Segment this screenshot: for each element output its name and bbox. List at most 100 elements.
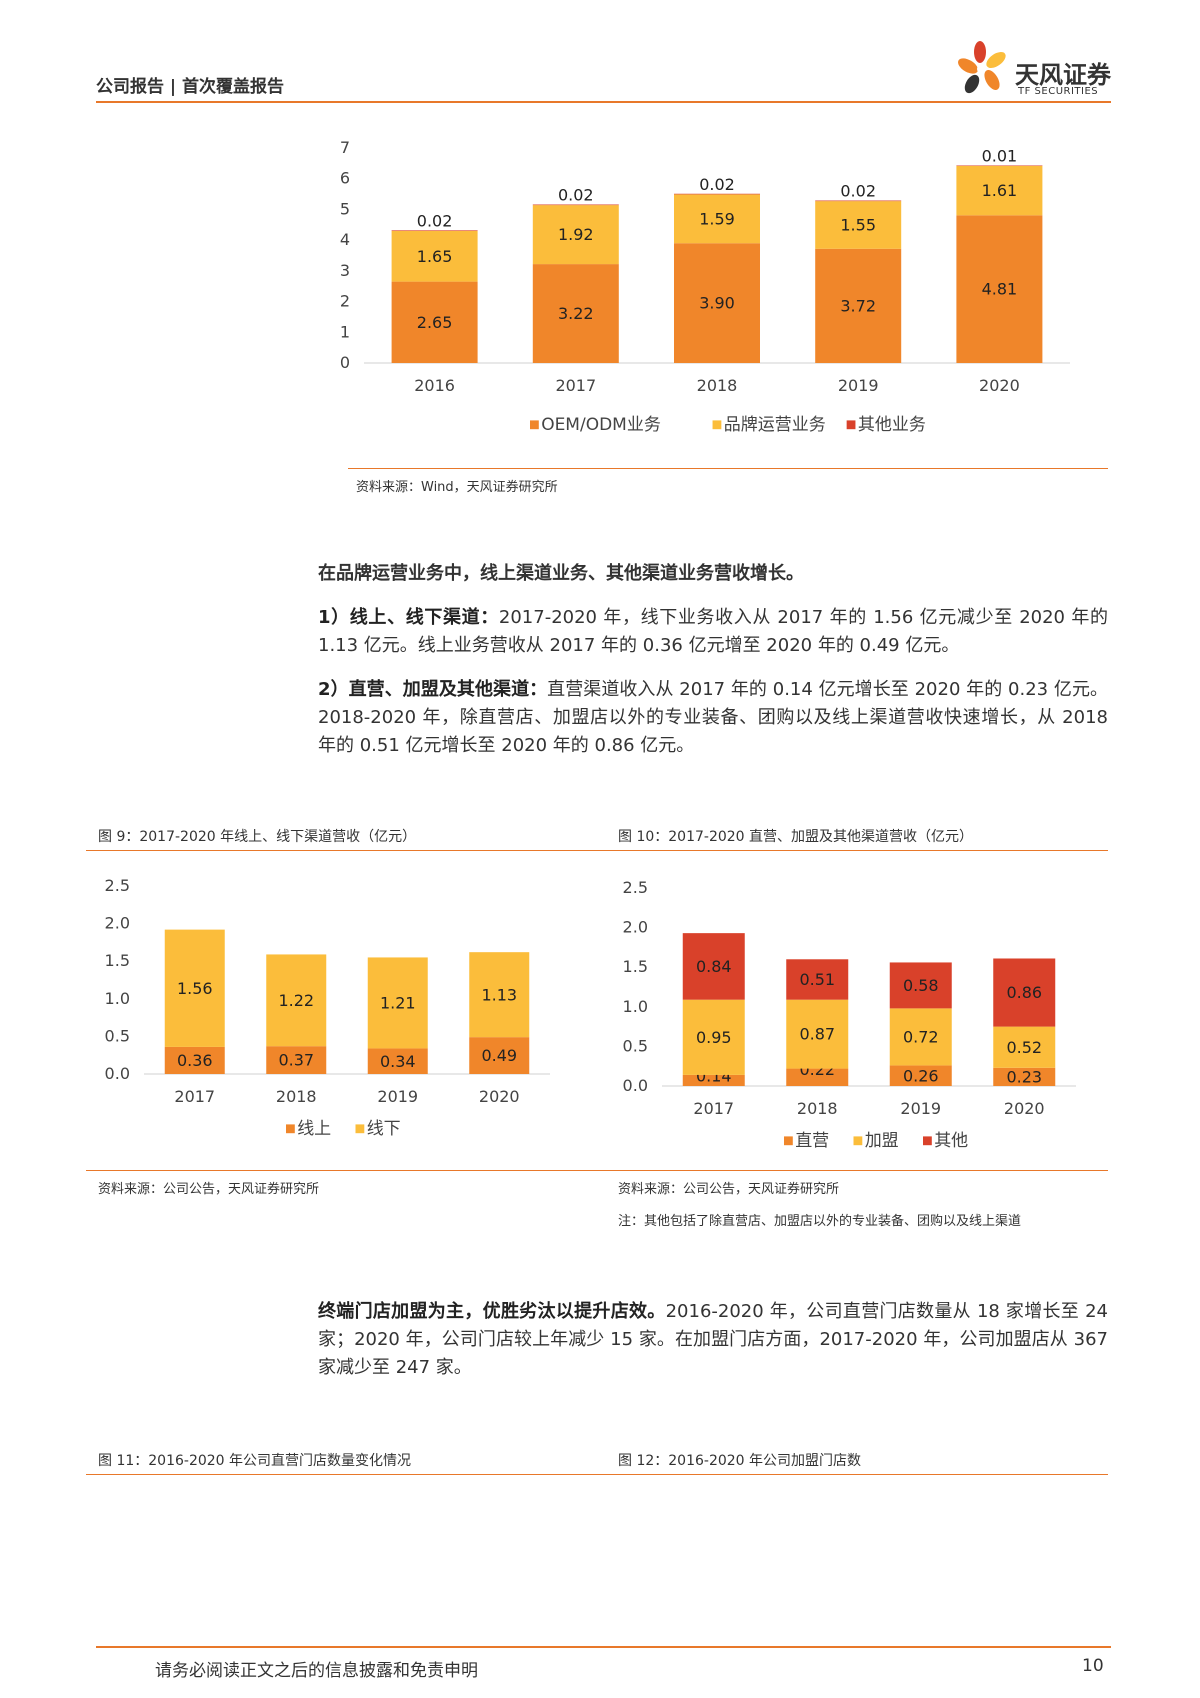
data-label: 0.49 <box>481 1046 517 1065</box>
fig9-caption: 图 9：2017-2020 年线上、线下渠道营收（亿元） <box>98 829 417 845</box>
bar-segment <box>682 999 745 1075</box>
data-label: 3.90 <box>699 294 735 313</box>
bar-segment <box>682 933 745 1000</box>
bar-segment <box>682 1074 745 1086</box>
bar-segment <box>956 165 1043 167</box>
bar-segment <box>674 194 760 244</box>
data-label: 3.72 <box>840 296 876 315</box>
figure-divider <box>348 468 1108 469</box>
fig9-divider <box>86 850 610 851</box>
page-number: 10 <box>1082 1656 1104 1676</box>
fig10-caption: 图 10：2017-2020 直营、加盟及其他渠道营收（亿元） <box>618 829 974 845</box>
y-tick-label: 5 <box>340 199 350 218</box>
data-label: 0.58 <box>903 976 939 995</box>
bar-segment <box>469 1037 530 1074</box>
para-text: 2016-2020 年，公司直营门店数量从 18 家增长至 24 家；2020 … <box>318 1301 1108 1378</box>
fig10-source: 资料来源：公司公告，天风证券研究所 <box>618 1182 840 1197</box>
data-label: 0.34 <box>380 1052 416 1071</box>
channels-chart: 0.00.51.01.52.02.50.140.950.8420170.220.… <box>623 878 1076 1151</box>
y-tick-label: 2.0 <box>623 918 648 937</box>
data-label: 1.13 <box>481 985 517 1004</box>
data-label: 0.26 <box>903 1066 939 1085</box>
legend-label: 线上 <box>297 1119 331 1139</box>
fig11-caption: 图 11：2016-2020 年公司直营门店数量变化情况 <box>98 1453 412 1469</box>
fig10-divider <box>608 850 1108 851</box>
data-label: 2.65 <box>417 313 453 332</box>
data-label: 1.92 <box>558 225 594 244</box>
para-text: 直营渠道收入从 2017 年的 0.14 亿元增长至 2020 年的 0.23 … <box>318 679 1108 756</box>
header-divider <box>96 101 1111 103</box>
data-label: 0.52 <box>1006 1038 1042 1057</box>
paragraph-online-offline: 1）线上、线下渠道：2017-2020 年，线下业务收入从 2017 年的 1.… <box>318 604 1108 660</box>
data-label: 0.01 <box>982 147 1018 166</box>
data-label: 0.02 <box>840 182 876 201</box>
x-tick-label: 2018 <box>697 376 738 395</box>
bar-segment <box>532 204 619 206</box>
bar-segment <box>164 929 225 1047</box>
legend-label: 加盟 <box>865 1131 899 1151</box>
data-label: 1.56 <box>177 979 213 998</box>
data-label: 0.36 <box>177 1051 213 1070</box>
bar-segment <box>786 959 849 1000</box>
flower-logo-icon <box>958 41 1006 94</box>
legend-label: 品牌运营业务 <box>724 415 826 435</box>
data-label: 4.81 <box>982 280 1018 299</box>
bar-segment <box>367 957 428 1049</box>
bar-segment <box>367 1048 428 1074</box>
bar-segment <box>993 1067 1056 1086</box>
data-label: 1.55 <box>840 216 876 235</box>
data-label: 0.95 <box>696 1028 732 1047</box>
bar-segment <box>266 954 327 1047</box>
legend-label: 直营 <box>795 1131 829 1151</box>
bar-segment <box>889 1008 952 1066</box>
data-label: 0.37 <box>278 1051 314 1070</box>
paragraph-channels: 2）直营、加盟及其他渠道：直营渠道收入从 2017 年的 0.14 亿元增长至 … <box>318 676 1108 760</box>
bar-segment <box>391 281 478 363</box>
x-tick-label: 2020 <box>979 376 1020 395</box>
bar-segment <box>889 962 952 1009</box>
legend-label: 线下 <box>367 1119 401 1139</box>
y-tick-label: 1.0 <box>105 989 130 1008</box>
legend-label: 其他业务 <box>858 415 926 435</box>
report-type: 公司报告 | 首次覆盖报告 <box>96 77 285 97</box>
x-tick-label: 2018 <box>276 1087 317 1106</box>
bar-segment <box>674 243 760 363</box>
para-text: 2017-2020 年，线下业务收入从 2017 年的 1.56 亿元减少至 2… <box>318 607 1109 656</box>
bar-segment <box>993 958 1056 1027</box>
bar-segment <box>266 1046 327 1074</box>
bar-segment <box>993 1026 1056 1068</box>
y-tick-label: 0.5 <box>623 1036 648 1055</box>
bar-segment <box>532 205 619 265</box>
fig11-divider <box>86 1474 610 1475</box>
bar-segment <box>956 215 1043 363</box>
footer-disclaimer: 请务必阅读正文之后的信息披露和免责申明 <box>155 1661 478 1681</box>
x-tick-label: 2017 <box>555 376 596 395</box>
data-label: 0.02 <box>558 186 594 205</box>
data-label: 0.02 <box>417 211 453 230</box>
data-label: 1.59 <box>699 209 735 228</box>
fig9-source: 资料来源：公司公告，天风证券研究所 <box>98 1182 320 1197</box>
x-tick-label: 2016 <box>414 376 455 395</box>
brand-sub: TF SECURITIES <box>1018 86 1099 97</box>
bar-segment <box>815 248 902 363</box>
data-label: 1.65 <box>417 247 453 266</box>
data-label: 0.86 <box>1006 983 1042 1002</box>
bar-segment <box>674 193 760 195</box>
data-label: 1.21 <box>380 994 416 1013</box>
data-label: 0.87 <box>799 1025 835 1044</box>
fig10-bottom-divider <box>608 1170 1108 1171</box>
x-tick-label: 2018 <box>797 1099 838 1118</box>
y-tick-label: 1 <box>340 322 350 341</box>
bar-segment <box>532 264 619 363</box>
bar-segment <box>815 201 902 249</box>
legend-label: OEM/ODM业务 <box>541 415 661 435</box>
legend-swatch <box>853 1136 863 1146</box>
y-tick-label: 0.0 <box>105 1064 130 1083</box>
legend-swatch <box>530 420 539 430</box>
brand-name: 天风证券 <box>1015 61 1111 89</box>
bar-segment <box>786 999 849 1069</box>
x-tick-label: 2019 <box>377 1087 418 1106</box>
y-tick-label: 4 <box>340 230 350 249</box>
legend-swatch <box>355 1124 365 1134</box>
bar-segment <box>956 165 1043 216</box>
